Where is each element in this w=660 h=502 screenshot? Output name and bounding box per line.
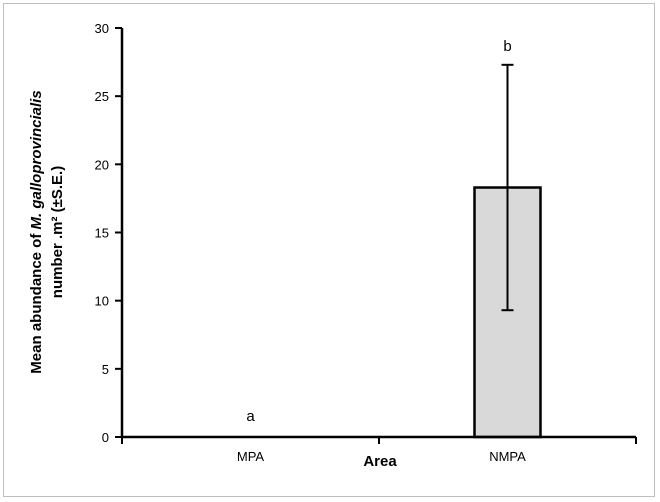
y-tick-label: 5 — [102, 362, 109, 377]
y-ticks-group: 0 5 10 15 20 25 30 — [95, 21, 122, 445]
y-tick-label: 10 — [95, 294, 109, 309]
y-axis-title-species: M. galloprovincialis — [28, 90, 45, 229]
y-axis-title-line2: number .m² (±S.E.) — [49, 166, 66, 298]
y-axis-title-prefix: Mean abundance of — [28, 230, 45, 374]
error-bars-group — [501, 63, 514, 312]
x-axis-title: Area — [363, 453, 397, 470]
x-ticks-group — [121, 437, 637, 444]
significance-label: a — [246, 408, 255, 425]
y-tick-label: 20 — [95, 157, 109, 172]
category-labels-group: MPA NMPA — [237, 449, 526, 464]
chart-frame — [3, 3, 655, 497]
significance-labels-group: ab — [246, 38, 511, 425]
y-tick-label: 15 — [95, 226, 109, 241]
y-tick-label: 30 — [95, 21, 109, 36]
y-axis-title: Mean abundance of M. galloprovincialis — [28, 90, 45, 373]
y-tick-label: 25 — [95, 89, 109, 104]
axes-group — [120, 28, 636, 439]
significance-label: b — [503, 38, 511, 55]
category-label: NMPA — [489, 449, 526, 464]
category-label: MPA — [237, 449, 265, 464]
bars-group — [245, 186, 542, 439]
y-tick-label: 0 — [102, 430, 109, 445]
